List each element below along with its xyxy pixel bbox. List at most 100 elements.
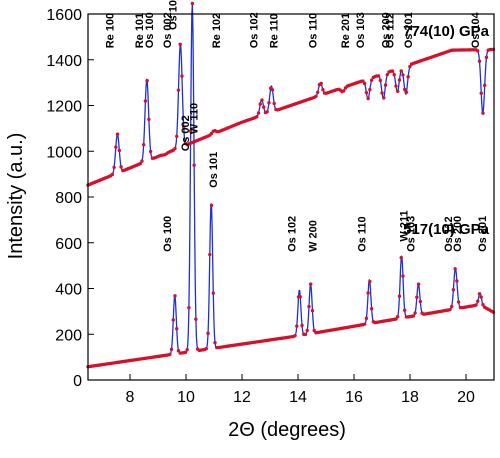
data-point bbox=[411, 314, 416, 318]
data-point bbox=[315, 90, 320, 94]
y-tick-label: 800 bbox=[55, 190, 82, 207]
data-point bbox=[267, 101, 271, 105]
data-point bbox=[477, 59, 482, 63]
data-point bbox=[368, 87, 372, 92]
data-point bbox=[117, 148, 122, 153]
data-point bbox=[369, 78, 374, 82]
data-point bbox=[321, 88, 325, 92]
data-point bbox=[394, 84, 398, 88]
data-point bbox=[141, 142, 146, 147]
data-point bbox=[319, 81, 323, 86]
data-point bbox=[168, 352, 172, 357]
data-point bbox=[453, 267, 457, 271]
data-point bbox=[456, 300, 461, 304]
data-point bbox=[362, 81, 367, 86]
x-tick-label: 8 bbox=[126, 389, 135, 406]
data-point bbox=[364, 316, 369, 321]
data-point bbox=[309, 282, 313, 286]
peak-label: Os 112 bbox=[384, 13, 396, 48]
data-point bbox=[169, 347, 174, 352]
y-tick-label: 1000 bbox=[46, 144, 82, 161]
data-point bbox=[404, 90, 409, 94]
x-tick-label: 14 bbox=[289, 389, 307, 406]
data-point bbox=[209, 203, 214, 208]
data-point bbox=[449, 304, 454, 309]
data-point bbox=[115, 132, 120, 136]
data-point bbox=[192, 163, 196, 167]
peak-label: W 200 bbox=[308, 220, 320, 252]
x-tick-label: 16 bbox=[345, 389, 363, 406]
data-point bbox=[416, 282, 421, 286]
data-point bbox=[303, 332, 308, 337]
peak-label: W 211 bbox=[399, 210, 411, 241]
data-point bbox=[477, 292, 482, 296]
data-point bbox=[178, 42, 182, 47]
peak-label: Os 103 bbox=[355, 12, 367, 48]
y-tick-label: 1400 bbox=[46, 53, 82, 70]
y-tick-label: 1600 bbox=[46, 7, 82, 24]
data-point bbox=[112, 165, 116, 170]
data-point bbox=[187, 305, 191, 310]
data-point bbox=[175, 327, 179, 331]
data-point bbox=[173, 294, 177, 298]
pressure-annotation: 774(10) GPa bbox=[403, 23, 490, 40]
data-point bbox=[448, 307, 452, 312]
data-point bbox=[396, 314, 400, 319]
data-point bbox=[402, 308, 407, 312]
peak-label: Re 102 bbox=[211, 13, 223, 48]
y-axis-title: Intensity (a.u.) bbox=[5, 133, 27, 260]
data-point bbox=[378, 78, 383, 83]
data-point bbox=[479, 91, 483, 95]
data-point bbox=[366, 291, 370, 295]
data-point bbox=[256, 111, 261, 115]
x-tick-label: 10 bbox=[177, 389, 195, 406]
peak-label: Os 102 bbox=[249, 12, 261, 48]
data-point bbox=[188, 129, 193, 133]
data-point bbox=[183, 350, 188, 355]
x-tick-label: 18 bbox=[401, 389, 419, 406]
data-point bbox=[298, 295, 302, 299]
data-point bbox=[397, 294, 402, 298]
data-point bbox=[396, 89, 400, 94]
peak-label: Os 103 bbox=[405, 216, 417, 252]
pressure-annotation: 517(10) GPa bbox=[403, 221, 490, 238]
data-point bbox=[364, 90, 369, 95]
data-point bbox=[481, 303, 485, 307]
data-point bbox=[255, 115, 259, 119]
data-point bbox=[145, 79, 149, 83]
data-point bbox=[394, 317, 398, 321]
data-point bbox=[293, 333, 297, 338]
data-point bbox=[300, 323, 304, 328]
peak-label: Os 200 bbox=[380, 12, 392, 48]
data-point bbox=[265, 110, 269, 114]
peak-label: Os 100 bbox=[144, 12, 156, 48]
data-point bbox=[408, 64, 412, 69]
data-point bbox=[476, 299, 480, 304]
data-point bbox=[185, 347, 189, 352]
data-point bbox=[415, 295, 419, 299]
data-point bbox=[147, 117, 151, 122]
data-point bbox=[175, 134, 179, 138]
data-point bbox=[455, 279, 459, 283]
data-point bbox=[204, 346, 209, 351]
data-point bbox=[397, 78, 402, 82]
y-tick-label: 200 bbox=[55, 327, 82, 344]
data-point bbox=[310, 308, 315, 313]
data-point bbox=[406, 75, 410, 79]
data-point bbox=[140, 159, 144, 163]
x-tick-label: 20 bbox=[457, 389, 475, 406]
peak-label: Os 100 bbox=[162, 216, 174, 252]
peak-label: Re 201 bbox=[340, 13, 352, 48]
data-point bbox=[295, 324, 299, 328]
data-point bbox=[342, 89, 346, 93]
data-point bbox=[114, 145, 118, 149]
data-point bbox=[176, 88, 181, 92]
data-point bbox=[180, 74, 184, 78]
peak-label: Os 110 bbox=[307, 13, 319, 48]
data-point bbox=[476, 49, 480, 53]
data-point bbox=[260, 98, 264, 102]
data-point bbox=[362, 322, 367, 326]
data-point bbox=[383, 83, 388, 87]
